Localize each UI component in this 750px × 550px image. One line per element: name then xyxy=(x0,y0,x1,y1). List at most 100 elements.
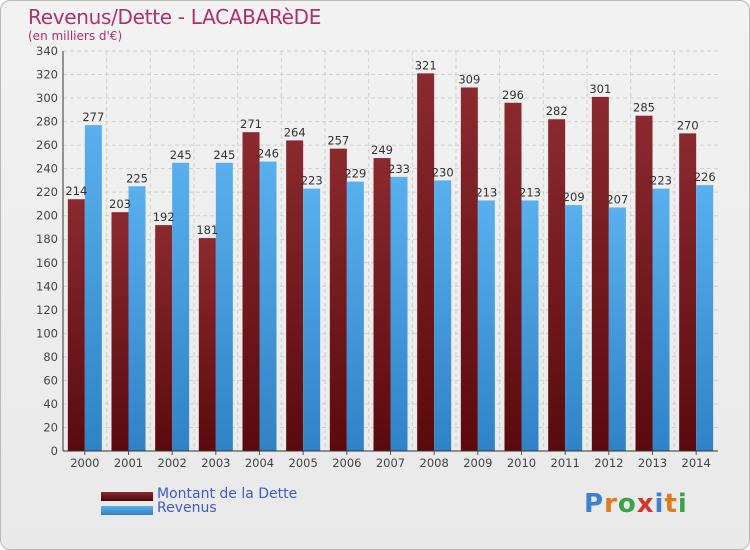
y-tick-label: 300 xyxy=(36,91,58,105)
bar-dette xyxy=(679,133,697,451)
data-label-revenus: 229 xyxy=(344,167,366,181)
y-tick-label: 140 xyxy=(36,279,58,293)
x-tick-label: 2000 xyxy=(70,456,99,470)
data-label-dette: 264 xyxy=(284,125,306,139)
bar-dette xyxy=(111,212,129,451)
x-tick-label: 2001 xyxy=(114,456,143,470)
bar-dette xyxy=(198,238,216,451)
proxiti-logo: Proxiti xyxy=(584,489,688,519)
logo-letter: t xyxy=(664,489,678,519)
bar-revenus xyxy=(608,207,626,451)
data-label-dette: 271 xyxy=(240,117,262,131)
bar-revenus xyxy=(565,205,583,451)
data-labels: 214 277 203 225 192 245 181 245 271 246 264 223 257 2… xyxy=(65,58,715,237)
logo-letter: i xyxy=(677,489,688,519)
y-tick-label: 160 xyxy=(36,256,58,270)
x-tick-label: 2003 xyxy=(201,456,230,470)
legend-label-dette: Montant de la Dette xyxy=(157,486,298,502)
y-tick-label: 120 xyxy=(36,303,58,317)
bar-dette xyxy=(635,115,653,452)
y-tick-label: 240 xyxy=(36,162,58,176)
data-label-revenus: 245 xyxy=(170,148,192,162)
bar-revenus xyxy=(172,162,190,451)
bar-revenus xyxy=(128,186,146,451)
y-tick-label: 80 xyxy=(43,350,58,364)
data-label-revenus: 223 xyxy=(301,174,323,188)
gridlines xyxy=(63,50,718,452)
bar-revenus xyxy=(521,200,539,451)
data-label-revenus: 246 xyxy=(257,147,279,161)
logo-letter: P xyxy=(584,489,605,519)
y-tick-label: 340 xyxy=(36,44,58,58)
data-label-dette: 203 xyxy=(109,197,131,211)
x-tick-label: 2008 xyxy=(420,456,449,470)
bar-revenus xyxy=(696,185,714,451)
bar-revenus xyxy=(259,161,277,451)
y-tick-label: 100 xyxy=(36,326,58,340)
data-label-dette: 309 xyxy=(458,72,480,86)
bar-dette xyxy=(417,73,435,452)
bar-dette xyxy=(591,96,609,451)
data-label-dette: 249 xyxy=(371,143,393,157)
data-label-dette: 285 xyxy=(633,101,655,115)
bar-dette xyxy=(460,87,478,452)
y-tick-label: 260 xyxy=(36,138,58,152)
x-tick-label: 2005 xyxy=(289,456,318,470)
x-tick-label: 2011 xyxy=(551,456,580,470)
x-tick-label: 2007 xyxy=(376,456,405,470)
data-label-revenus: 213 xyxy=(475,185,497,199)
data-label-dette: 214 xyxy=(65,184,87,198)
y-tick-label: 320 xyxy=(36,68,58,82)
data-label-dette: 257 xyxy=(327,134,349,148)
legend-label-revenus: Revenus xyxy=(157,500,217,516)
axes: 0 20 40 60 80 100 120 140 160 180 200 220 240 260 280 3… xyxy=(36,44,718,470)
bar-revenus xyxy=(390,176,408,451)
chart-title: Revenus/Dette - LACABARèDE xyxy=(28,5,322,29)
data-label-dette: 321 xyxy=(415,58,437,72)
bar-dette xyxy=(286,140,304,452)
bar-revenus xyxy=(652,188,670,451)
bar-revenus xyxy=(84,125,102,451)
data-label-dette: 181 xyxy=(196,223,218,237)
x-tick-label: 2014 xyxy=(682,456,711,470)
y-tick-label: 20 xyxy=(43,420,58,434)
data-label-revenus: 223 xyxy=(650,174,672,188)
y-tick-label: 200 xyxy=(36,209,58,223)
data-label-revenus: 209 xyxy=(563,190,585,204)
y-tick-label: 220 xyxy=(36,185,58,199)
data-label-revenus: 233 xyxy=(388,162,410,176)
bars xyxy=(67,73,714,452)
bar-dette xyxy=(329,148,347,451)
x-tick-label: 2004 xyxy=(245,456,274,470)
bar-dette xyxy=(242,132,260,452)
bar-revenus xyxy=(477,200,495,451)
x-tick-label: 2006 xyxy=(332,456,361,470)
data-label-dette: 296 xyxy=(502,88,524,102)
x-tick-label: 2002 xyxy=(158,456,187,470)
data-label-revenus: 226 xyxy=(694,170,716,184)
bar-dette xyxy=(67,199,85,451)
data-label-revenus: 245 xyxy=(213,148,235,162)
data-label-revenus: 277 xyxy=(82,110,104,124)
legend-swatch-dette xyxy=(101,492,153,501)
bar-revenus xyxy=(215,162,233,451)
y-tick-label: 0 xyxy=(51,444,58,458)
logo-letter: i xyxy=(654,489,665,519)
bar-dette xyxy=(155,225,173,451)
data-label-revenus: 213 xyxy=(519,185,541,199)
bar-dette xyxy=(373,158,391,451)
y-tick-label: 180 xyxy=(36,232,58,246)
y-tick-label: 280 xyxy=(36,115,58,129)
bar-dette xyxy=(504,102,522,451)
bar-revenus xyxy=(434,180,452,452)
x-tick-label: 2010 xyxy=(507,456,536,470)
y-tick-label: 60 xyxy=(43,373,58,387)
data-label-revenus: 207 xyxy=(606,192,628,206)
x-tick-label: 2012 xyxy=(594,456,623,470)
data-label-dette: 301 xyxy=(589,82,611,96)
legend-swatch-revenus xyxy=(101,506,153,515)
logo-letter: r xyxy=(604,489,618,519)
logo-letter: x xyxy=(636,489,655,519)
